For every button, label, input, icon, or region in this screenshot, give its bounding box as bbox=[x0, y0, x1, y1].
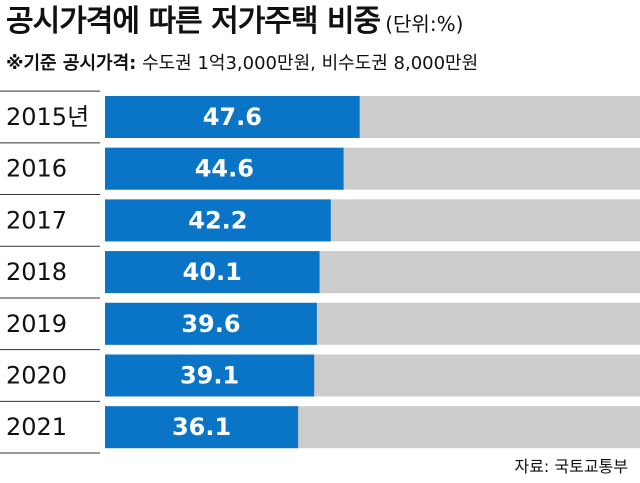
bar-2021 bbox=[105, 406, 299, 449]
category-label: 2017 bbox=[6, 206, 67, 234]
value-label: 36.1 bbox=[172, 413, 231, 441]
category-label: 2015년 bbox=[6, 103, 89, 131]
bar-2016 bbox=[105, 147, 344, 190]
source-note: 자료: 국토교통부 bbox=[514, 457, 628, 476]
value-label: 42.2 bbox=[188, 206, 247, 234]
value-label: 39.6 bbox=[181, 310, 240, 338]
subtitle-label: ※기준 공시가격: bbox=[6, 53, 137, 74]
category-label: 2020 bbox=[6, 362, 67, 390]
value-label: 40.1 bbox=[183, 258, 242, 286]
bar-2015년 bbox=[105, 96, 360, 138]
category-label: 2016 bbox=[6, 155, 67, 183]
chart-subtitle: ※기준 공시가격: 수도권 1억3,000만원, 비수도권 8,000만원 bbox=[6, 50, 478, 78]
chart-title: 공시가격에 따른 저가주택 비중 (단위:%) bbox=[6, 2, 463, 46]
value-label: 47.6 bbox=[203, 103, 262, 131]
value-label: 44.6 bbox=[195, 155, 254, 183]
chart-unit-label: (단위:%) bbox=[385, 12, 464, 36]
bar-2017 bbox=[105, 199, 331, 242]
value-label: 39.1 bbox=[180, 362, 239, 390]
category-label: 2021 bbox=[6, 413, 67, 441]
category-label: 2019 bbox=[6, 310, 67, 338]
bar-2019 bbox=[105, 302, 317, 345]
subtitle-text: 수도권 1억3,000만원, 비수도권 8,000만원 bbox=[142, 53, 479, 74]
bar-2018 bbox=[105, 251, 320, 294]
bar-2020 bbox=[105, 354, 315, 397]
category-label: 2018 bbox=[6, 258, 67, 286]
chart-title-main: 공시가격에 따른 저가주택 비중 bbox=[6, 4, 381, 39]
